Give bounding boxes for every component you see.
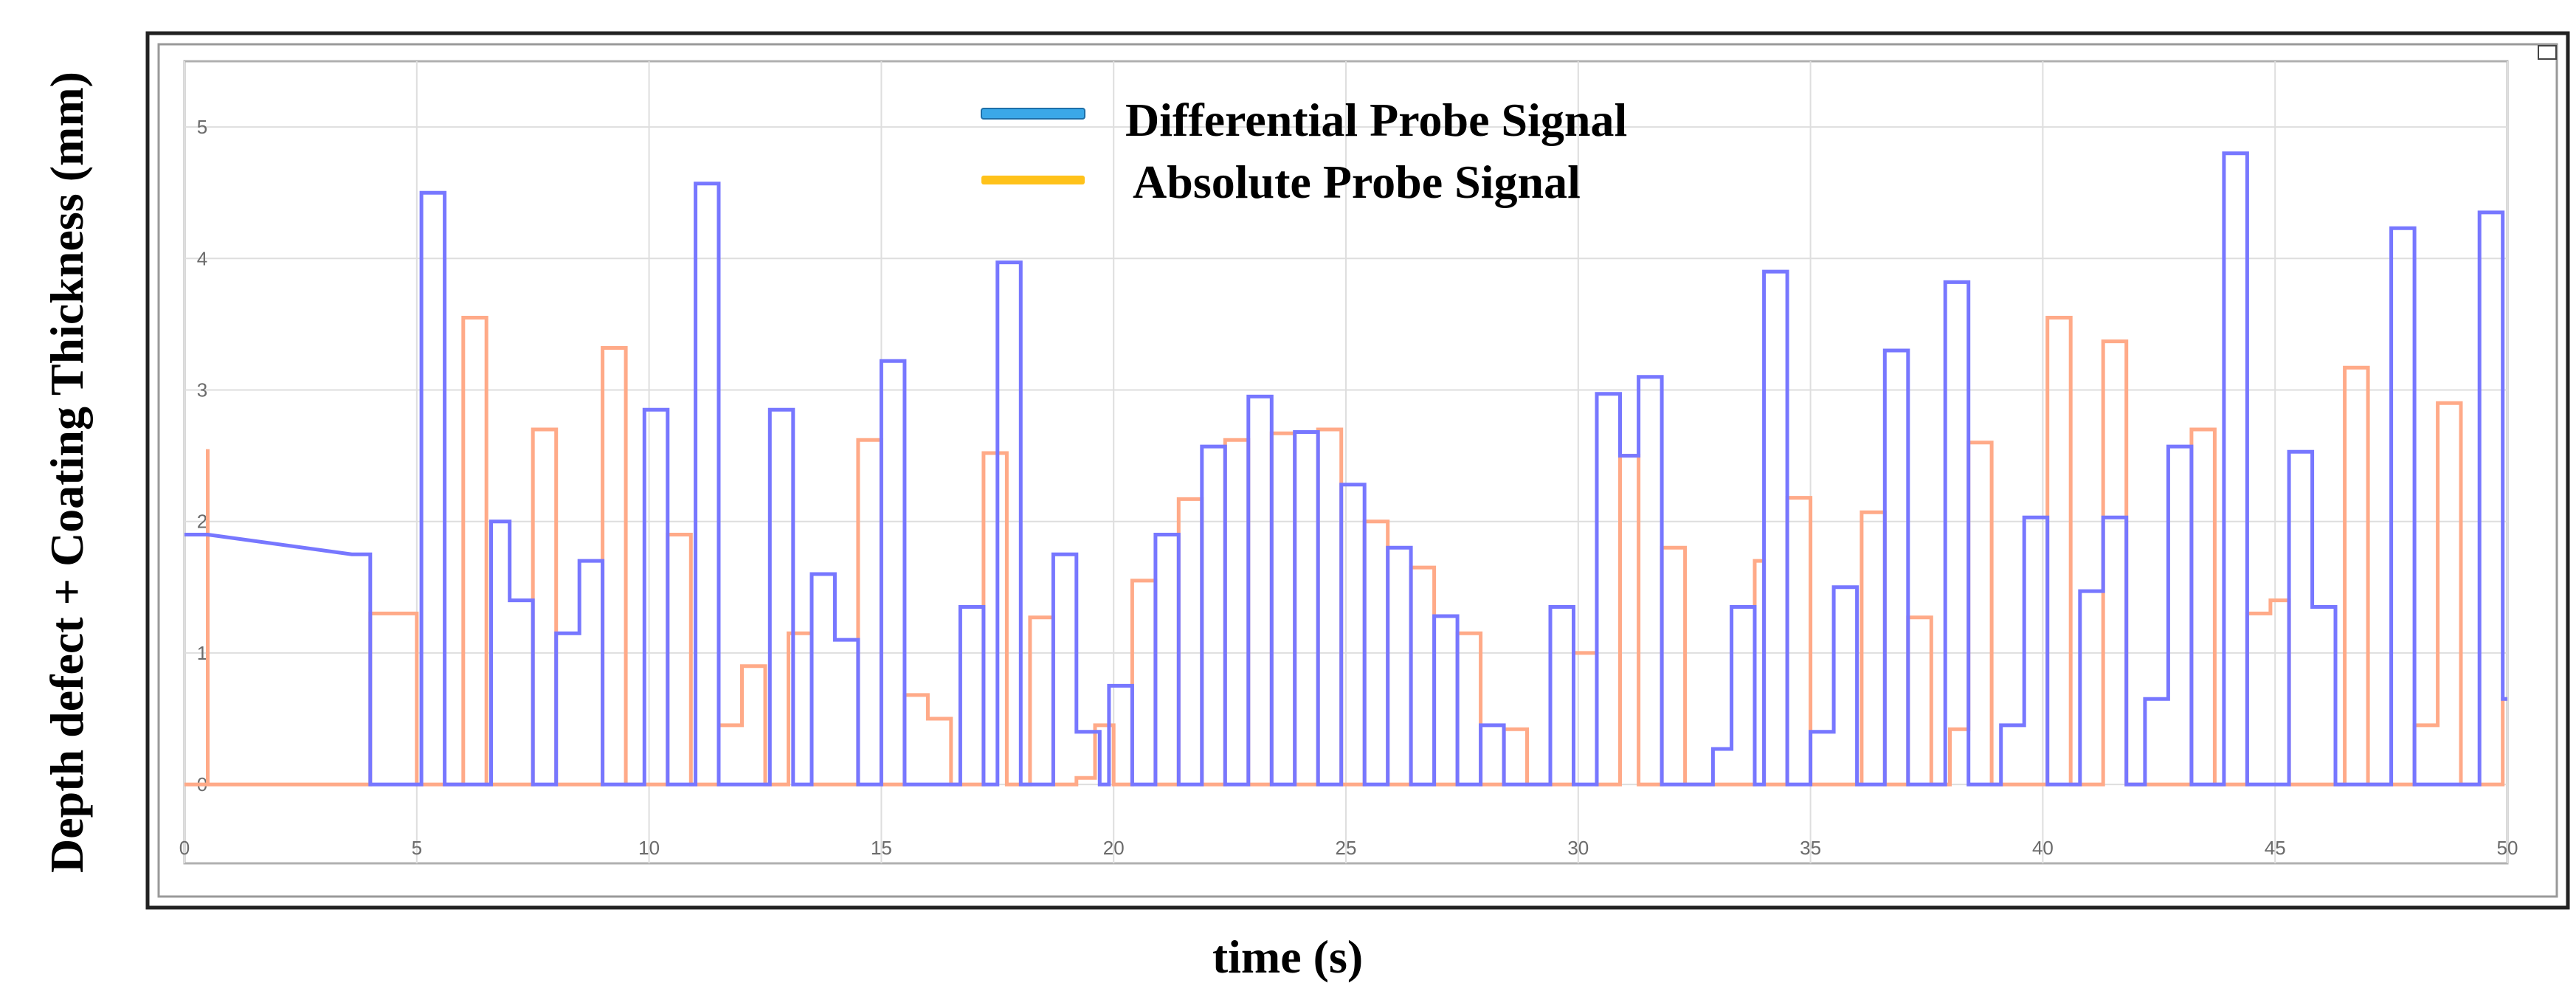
y-tick-label: 5 bbox=[197, 116, 207, 138]
legend-label-absolute: Absolute Probe Signal bbox=[1133, 156, 1581, 208]
x-tick-label: 35 bbox=[1800, 837, 1821, 859]
x-tick-label: 5 bbox=[412, 837, 422, 859]
legend-label-differential: Differential Probe Signal bbox=[1125, 94, 1627, 146]
y-axis-title: Depth defect + Coating Thickness (mm) bbox=[41, 72, 93, 873]
legend-swatch-differential bbox=[981, 108, 1085, 120]
y-tick-label: 3 bbox=[197, 379, 207, 401]
series-layer bbox=[184, 151, 2507, 787]
series-line-differential bbox=[184, 151, 2507, 787]
x-tick-label: 20 bbox=[1103, 837, 1125, 859]
x-tick-label: 10 bbox=[638, 837, 660, 859]
legend-swatch-absolute bbox=[981, 176, 1085, 184]
x-tick-label: 50 bbox=[2497, 837, 2518, 859]
corner-icon bbox=[2538, 45, 2557, 60]
x-tick-label: 0 bbox=[179, 837, 190, 859]
x-tick-label: 25 bbox=[1336, 837, 1357, 859]
x-tick-label: 45 bbox=[2265, 837, 2286, 859]
x-axis-title: time (s) bbox=[1212, 930, 1363, 983]
x-tick-label: 40 bbox=[2032, 837, 2054, 859]
y-tick-label: 2 bbox=[197, 511, 207, 533]
x-tick-label: 15 bbox=[871, 837, 892, 859]
y-tick-label: 4 bbox=[197, 247, 207, 269]
legend: Differential Probe Signal Absolute Probe… bbox=[981, 94, 1627, 208]
x-tick-label: 30 bbox=[1567, 837, 1589, 859]
y-tick-label: 1 bbox=[197, 642, 207, 664]
